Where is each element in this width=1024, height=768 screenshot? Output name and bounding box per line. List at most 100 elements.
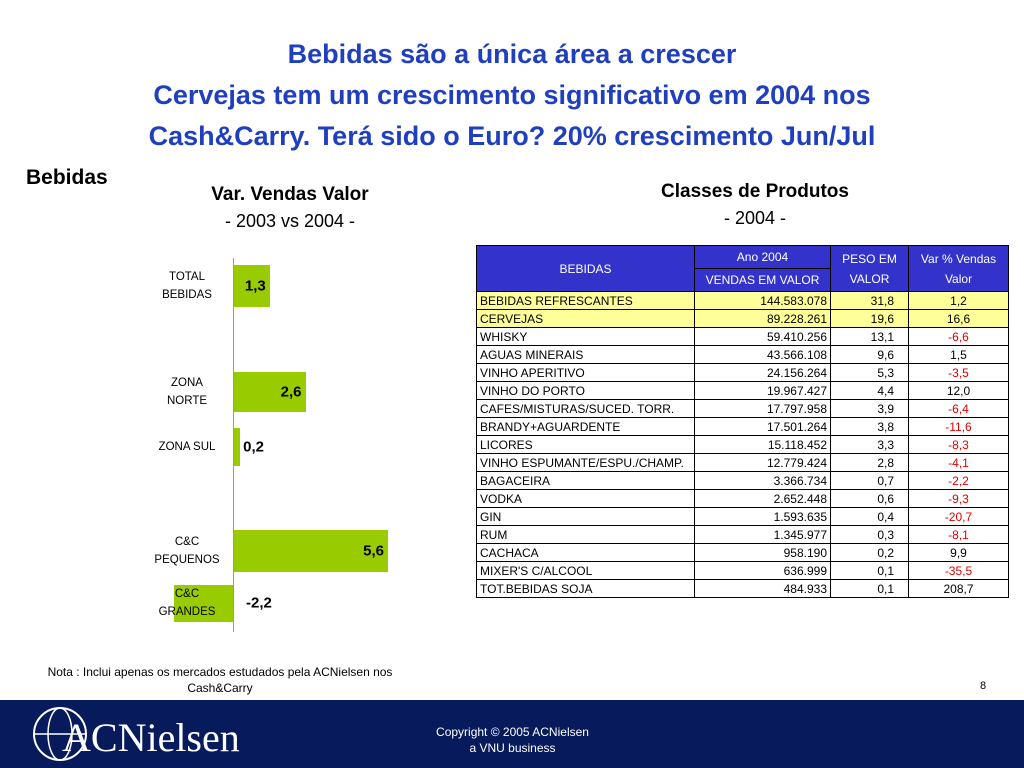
table-cell: 5,3 [830, 363, 909, 382]
table-cell: VINHO APERITIVO [476, 363, 695, 382]
x-tick-label: ZONA NORTE [166, 377, 208, 407]
page-number: 8 [980, 680, 987, 692]
table-row: CAFES/MISTURAS/SUCED. TORR. 17.797.958 3,9… [476, 399, 1009, 418]
table-row: TOT.BEBIDAS SOJA 484.933 0,1 208,7 [476, 579, 1009, 598]
table-cell: MIXER'S C/ALCOOL [476, 561, 695, 580]
table-row: BEBIDAS REFRESCANTES 144.583.078 31,8 1,2 [476, 291, 1009, 310]
table-cell: 208,7 [908, 579, 1009, 598]
table-cell: 1.345.977 [694, 525, 831, 544]
table-cell: -4,1 [908, 453, 1009, 472]
bar [234, 428, 240, 466]
header-cell: Var % Vendas Valor [908, 245, 1009, 292]
bar [173, 584, 234, 622]
table-row: BRANDY+AGUARDENTE 17.501.264 3,8 -11,6 [476, 417, 1009, 436]
table-cell: 1,2 [908, 291, 1009, 310]
table-row: WHISKY 59.410.256 13,1 -6,6 [476, 327, 1009, 346]
table-row: AGUAS MINERAIS 43.566.108 9,6 1,5 [476, 345, 1009, 364]
table-row: GIN 1.593.635 0,4 -20,7 [476, 507, 1009, 526]
table-cell: 9,9 [908, 543, 1009, 562]
table-cell: 0,1 [830, 579, 909, 598]
table-cell: 0,6 [830, 489, 909, 508]
table-cell: CACHACA [476, 543, 695, 562]
table-cell: 0,2 [830, 543, 909, 562]
logo: ACNielsen [62, 715, 240, 760]
table-cell: 1,5 [908, 345, 1009, 364]
table-title: Classes de Produtos [661, 181, 849, 202]
table-cell: 636.999 [694, 561, 831, 580]
copyright: Copyright © 2005 ACNielsen a VNU busines… [380, 724, 645, 756]
section-label: Bebidas [26, 166, 108, 189]
table-cell: 59.410.256 [694, 327, 831, 346]
table-cell: 43.566.108 [694, 345, 831, 364]
table-row: VINHO DO PORTO 19.967.427 4,4 12,0 [476, 381, 1009, 400]
table-cell: 3.366.734 [694, 471, 831, 490]
table-cell: 3,8 [830, 417, 909, 436]
title-line: Cervejas tem um crescimento significativ… [153, 80, 871, 110]
table-cell: 16,6 [908, 309, 1009, 328]
table-cell: -8,3 [908, 435, 1009, 454]
table-cell: 17.501.264 [694, 417, 831, 436]
x-tick-label: C&C GRANDES [158, 588, 216, 618]
x-tick-label: TOTAL BEBIDAS [162, 271, 212, 301]
table-cell: VINHO DO PORTO [476, 381, 695, 400]
table-row: LICORES 15.118.452 3,3 -8,3 [476, 435, 1009, 454]
table-cell: 24.156.264 [694, 363, 831, 382]
table-row: CACHACA 958.190 0,2 9,9 [476, 543, 1009, 562]
table-cell: BAGACEIRA [476, 471, 695, 490]
table-cell: 9,6 [830, 345, 909, 364]
table-cell: BRANDY+AGUARDENTE [476, 417, 695, 436]
table-cell: -8,1 [908, 525, 1009, 544]
slide-title: Bebidas são a única área a crescer Cervej… [0, 34, 1024, 157]
table-cell: TOT.BEBIDAS SOJA [476, 579, 695, 598]
bar [234, 530, 388, 572]
title-line: Bebidas são a única área a crescer [287, 39, 737, 69]
table-row: VINHO ESPUMANTE/ESPU./CHAMP. 12.779.424 2,… [476, 453, 1009, 472]
logo-globe [33, 707, 87, 761]
header-cell: Ano 2004 [694, 245, 831, 269]
table-cell: -6,4 [908, 399, 1009, 418]
chart-subtitle: - 2003 vs 2004 - [224, 211, 356, 231]
table-cell: 12,0 [908, 381, 1009, 400]
table-cell: 0,7 [830, 471, 909, 490]
table-cell: -2,2 [908, 471, 1009, 490]
value-label: 2,6 [280, 383, 302, 401]
table-cell: 3,9 [830, 399, 909, 418]
bar-chart: TOTAL BEBIDAS 1,3 ZONA NORTE 2,6 ZONA SUL 0,2… [0, 0, 470, 700]
header-cell: VENDAS EM VALOR [694, 268, 831, 292]
table-cell: CERVEJAS [476, 309, 695, 328]
table-cell: 144.583.078 [694, 291, 831, 310]
table-cell: -9,3 [908, 489, 1009, 508]
table-cell: BEBIDAS REFRESCANTES [476, 291, 695, 310]
table-cell: 2,8 [830, 453, 909, 472]
table-row: CERVEJAS 89.228.261 19,6 16,6 [476, 309, 1009, 328]
table-cell: -35,5 [908, 561, 1009, 580]
table-row: VINHO APERITIVO 24.156.264 5,3 -3,5 [476, 363, 1009, 382]
x-tick-label: C&C PEQUENOS [154, 536, 220, 566]
table-cell: 12.779.424 [694, 453, 831, 472]
value-label: 1,3 [244, 277, 266, 295]
table-cell: WHISKY [476, 327, 695, 346]
chart-title: Var. Vendas Valor [211, 184, 369, 205]
table-row: RUM 1.345.977 0,3 -8,1 [476, 525, 1009, 544]
copyright-line: a VNU business [469, 741, 556, 755]
value-label: 0,2 [243, 438, 264, 456]
table-cell: 484.933 [694, 579, 831, 598]
table-cell: -20,7 [908, 507, 1009, 526]
table-cell: 4,4 [830, 381, 909, 400]
table-row: MIXER'S C/ALCOOL 636.999 0,1 -35,5 [476, 561, 1009, 580]
note: Nota : Inclui apenas os mercados estudad… [47, 665, 393, 695]
value-label: 5,6 [363, 542, 384, 560]
table-cell: VODKA [476, 489, 695, 508]
footer: ACNielsen Copyright © 2005 ACNielsen a V… [0, 700, 1024, 768]
table-cell: RUM [476, 525, 695, 544]
title-line: Cash&Carry. Terá sido o Euro? 20% cresci… [148, 121, 876, 151]
table-cell: -6,6 [908, 327, 1009, 346]
table-cell: 89.228.261 [694, 309, 831, 328]
table-cell: VINHO ESPUMANTE/ESPU./CHAMP. [476, 453, 695, 472]
bar [234, 265, 270, 307]
table-cell: -3,5 [908, 363, 1009, 382]
header-cell: PESO EM VALOR [830, 245, 909, 292]
table-row: VODKA 2.652.448 0,6 -9,3 [476, 489, 1009, 508]
table-row: BAGACEIRA 3.366.734 0,7 -2,2 [476, 471, 1009, 490]
